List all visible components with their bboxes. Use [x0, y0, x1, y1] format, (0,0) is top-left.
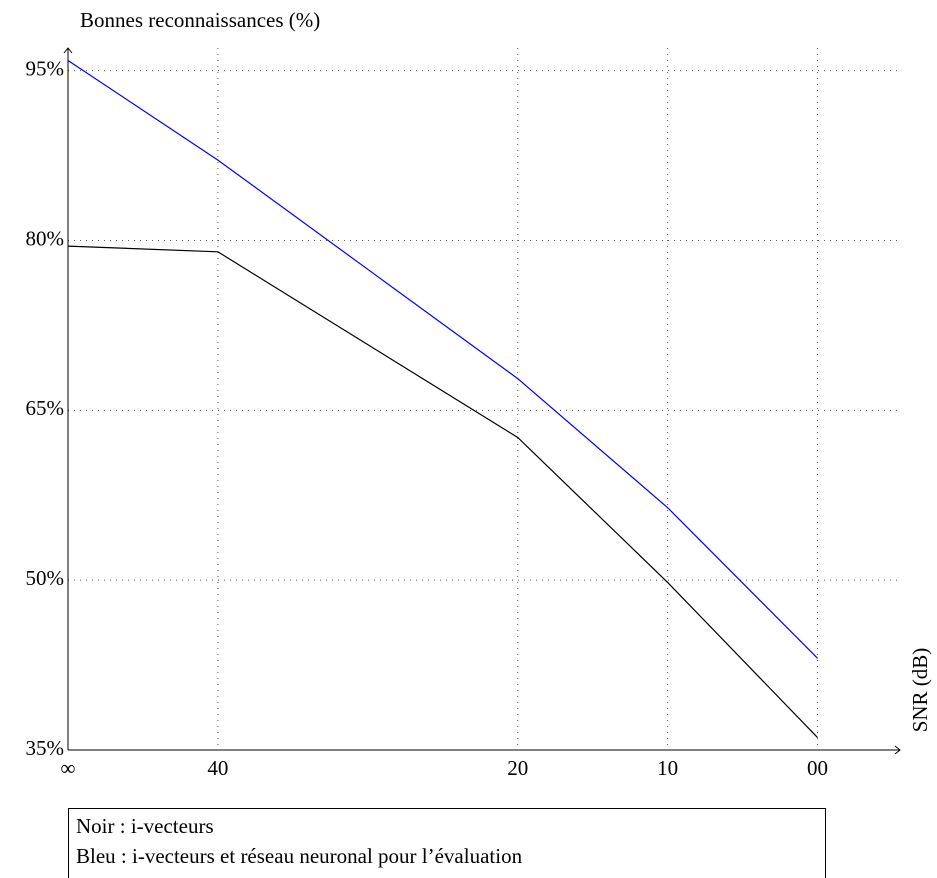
x-tick-label: 20 [507, 756, 528, 780]
data-line [67, 59, 818, 659]
y-axis-label: Bonnes reconnaissances (%) [80, 8, 320, 32]
y-tick-label: 65% [26, 396, 65, 420]
x-tick-label: 10 [657, 756, 678, 780]
y-axis-arrow [63, 47, 73, 54]
x-tick-label: 00 [807, 756, 828, 780]
y-tick-label: 80% [26, 226, 65, 250]
x-axis-arrow [894, 745, 901, 755]
y-tick-label: 50% [26, 566, 65, 590]
data-line [67, 245, 818, 738]
y-tick-label: 95% [26, 56, 65, 80]
x-tick-label: 40 [207, 756, 228, 780]
x-tick-label: ∞ [61, 756, 76, 780]
legend-box [68, 808, 826, 878]
legend-entry: Bleu : i-vecteurs et réseau neuronal pou… [76, 844, 523, 868]
y-tick-label: 35% [26, 736, 65, 760]
legend-entry: Noir : i-vecteurs [76, 814, 214, 838]
x-axis-label: SNR (dB) [908, 648, 932, 733]
